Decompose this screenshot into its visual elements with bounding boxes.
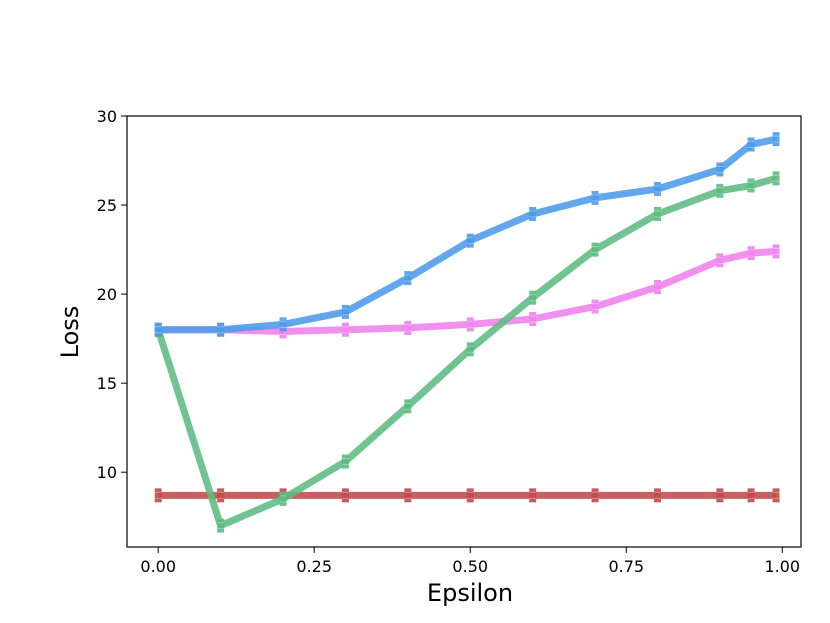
data-point-marker	[653, 206, 661, 221]
data-point-marker	[716, 162, 724, 177]
x-axis-label: Epsilon	[427, 579, 513, 607]
series-0	[154, 132, 780, 337]
data-point-marker	[747, 488, 755, 503]
y-tick-label: 20	[97, 285, 117, 304]
data-point-marker	[154, 488, 162, 503]
data-point-marker	[404, 320, 412, 335]
data-point-marker	[404, 488, 412, 503]
x-tick-label: 0.25	[296, 557, 332, 576]
y-tick-label: 30	[97, 107, 117, 126]
data-point-marker	[341, 454, 349, 469]
data-point-marker	[279, 491, 287, 506]
data-point-marker	[466, 342, 474, 357]
y-tick-label: 10	[97, 463, 117, 482]
x-tick-label: 0.00	[140, 557, 176, 576]
data-point-marker	[772, 132, 780, 147]
data-point-marker	[772, 488, 780, 503]
data-point-marker	[217, 488, 225, 503]
y-tick-label: 15	[97, 374, 117, 393]
data-point-marker	[591, 242, 599, 257]
data-point-marker	[653, 279, 661, 294]
data-point-marker	[591, 488, 599, 503]
series-3	[154, 488, 780, 503]
data-point-marker	[653, 182, 661, 197]
data-point-marker	[466, 317, 474, 332]
data-point-marker	[341, 488, 349, 503]
data-point-marker	[529, 206, 537, 221]
data-point-marker	[772, 171, 780, 186]
series-layer	[154, 132, 780, 533]
plot-area	[126, 115, 802, 548]
data-point-marker	[404, 271, 412, 286]
y-tick-label: 25	[97, 196, 117, 215]
y-axis-ticks: 10 15 20 25 30	[97, 107, 127, 482]
data-point-marker	[772, 244, 780, 259]
data-point-marker	[341, 304, 349, 319]
data-point-marker	[747, 178, 755, 193]
series-line	[158, 135, 777, 334]
series-2	[154, 171, 780, 533]
x-axis-ticks: 0.00 0.25 0.50 0.75 1.00	[140, 547, 800, 576]
data-point-marker	[591, 190, 599, 205]
data-point-marker	[341, 322, 349, 337]
data-point-marker	[279, 317, 287, 332]
data-point-marker	[529, 312, 537, 327]
series-line	[154, 174, 777, 530]
data-point-marker	[529, 488, 537, 503]
y-axis-label: Loss	[56, 306, 84, 359]
data-point-marker	[591, 299, 599, 314]
data-point-marker	[747, 246, 755, 261]
data-point-marker	[217, 518, 225, 533]
x-tick-label: 1.00	[764, 557, 800, 576]
data-point-marker	[279, 324, 287, 339]
data-point-marker	[716, 488, 724, 503]
data-point-marker	[466, 488, 474, 503]
data-point-marker	[529, 290, 537, 305]
x-tick-label: 0.50	[452, 557, 488, 576]
data-point-marker	[653, 488, 661, 503]
x-tick-label: 0.75	[608, 557, 644, 576]
data-point-marker	[404, 399, 412, 414]
data-point-marker	[747, 137, 755, 152]
data-point-marker	[154, 322, 162, 337]
data-point-marker	[716, 183, 724, 198]
data-point-marker	[217, 322, 225, 337]
data-point-marker	[466, 233, 474, 248]
data-point-marker	[716, 253, 724, 268]
